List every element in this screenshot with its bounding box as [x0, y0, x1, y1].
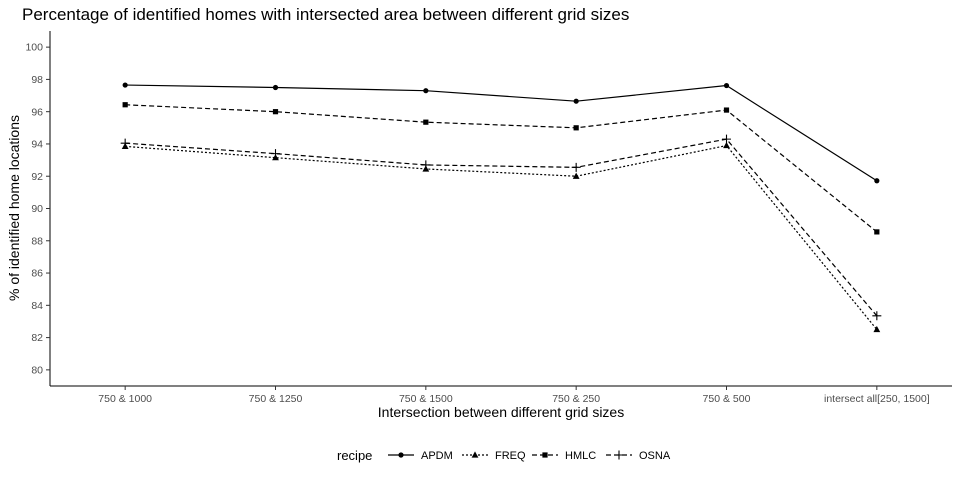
data-point-apdm: [723, 82, 730, 89]
series-line-apdm: [125, 84, 878, 182]
legend-marker-freq: [471, 451, 479, 458]
data-point-osna: [722, 134, 731, 144]
y-tick-label: 80: [31, 364, 43, 376]
series-osna: [120, 134, 882, 321]
data-point-hmlc: [573, 125, 579, 131]
x-axis-title: Intersection between different grid size…: [378, 404, 624, 420]
legend-title: recipe: [337, 448, 372, 463]
y-tick-label: 86: [31, 268, 43, 280]
x-tick-label: intersect all[250, 1500]: [824, 393, 930, 405]
legend-label-hmlc: HMLC: [565, 450, 596, 462]
y-axis-ticks: 80 82 84 86 88 90 92 94 96 98 100: [25, 42, 50, 376]
legend: recipe APDM FREQ HMLC OSNA: [337, 448, 671, 463]
data-point-freq: [873, 325, 881, 333]
data-point-hmlc: [874, 229, 880, 235]
legend-item-apdm: APDM: [388, 450, 453, 462]
x-tick-label: 750 & 1500: [399, 393, 453, 405]
legend-item-freq: FREQ: [462, 450, 526, 462]
series-line-osna: [125, 138, 878, 317]
data-point-osna: [271, 149, 280, 159]
data-point-osna: [120, 138, 130, 148]
data-point-apdm: [573, 98, 579, 104]
y-tick-label: 96: [31, 106, 43, 118]
series-layer: [120, 82, 882, 333]
data-point-osna: [421, 160, 431, 170]
data-point-freq: [723, 141, 730, 149]
legend-item-hmlc: HMLC: [532, 450, 596, 462]
data-point-apdm: [272, 84, 279, 91]
series-apdm: [122, 82, 880, 184]
y-tick-label: 94: [31, 139, 43, 151]
x-axis-ticks: 750 & 1000 750 & 1250 750 & 1500 750 & 250 7…: [98, 386, 930, 405]
x-tick-label: 750 & 500: [703, 393, 751, 405]
data-point-osna: [872, 311, 882, 321]
y-tick-label: 90: [31, 203, 43, 215]
data-point-hmlc: [423, 119, 429, 125]
data-point-hmlc: [122, 102, 128, 108]
x-tick-label: 750 & 1000: [98, 393, 152, 405]
legend-label-apdm: APDM: [421, 450, 453, 462]
x-tick-label: 750 & 250: [552, 393, 600, 405]
data-point-freq: [572, 172, 580, 179]
y-tick-label: 82: [31, 332, 43, 344]
y-tick-label: 84: [31, 300, 43, 312]
y-tick-label: 88: [31, 235, 43, 247]
series-freq: [121, 141, 881, 333]
legend-label-freq: FREQ: [495, 450, 526, 462]
data-point-apdm: [874, 178, 880, 184]
chart-title: Percentage of identified homes with inte…: [22, 5, 629, 24]
series-line-freq: [125, 144, 878, 330]
y-tick-label: 92: [31, 171, 43, 183]
data-point-hmlc: [723, 107, 730, 113]
data-point-apdm: [423, 88, 429, 94]
data-point-osna: [571, 162, 581, 172]
legend-item-osna: OSNA: [606, 450, 671, 462]
legend-label-osna: OSNA: [639, 450, 671, 462]
series-line-hmlc: [125, 104, 878, 233]
data-point-hmlc: [272, 109, 279, 115]
series-hmlc: [122, 102, 880, 235]
legend-marker-osna: [614, 450, 624, 460]
data-point-apdm: [122, 82, 128, 88]
y-axis-title: % of identified home locations: [6, 115, 22, 301]
y-tick-label: 100: [25, 42, 43, 54]
legend-marker-apdm: [398, 452, 404, 458]
x-tick-label: 750 & 1250: [249, 393, 303, 405]
legend-marker-hmlc: [542, 452, 548, 458]
y-tick-label: 98: [31, 74, 43, 86]
